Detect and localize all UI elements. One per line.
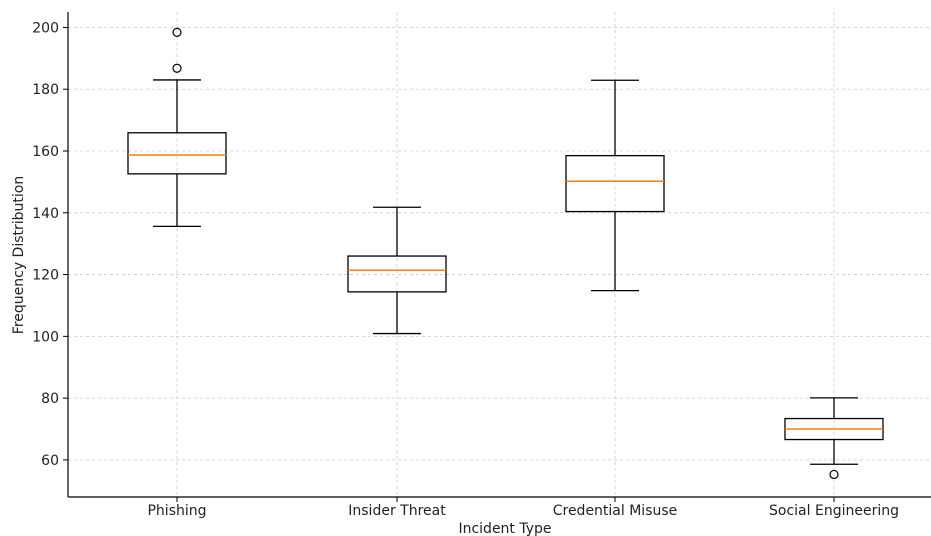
y-tick-label: 80 bbox=[41, 391, 59, 407]
box-group bbox=[347, 206, 447, 335]
outlier-point bbox=[172, 63, 182, 73]
x-tick-label: Credential Misuse bbox=[553, 503, 678, 519]
x-tick-label: Insider Threat bbox=[348, 503, 446, 519]
iqr-box bbox=[127, 132, 227, 175]
y-tick-label: 180 bbox=[32, 82, 59, 98]
axis-layer bbox=[67, 12, 931, 498]
iqr-box bbox=[347, 255, 447, 293]
y-tick-label: 200 bbox=[32, 20, 59, 36]
tick-layer: 60 80 100 120 140 160 180 200 Phishing Insider Th… bbox=[32, 20, 899, 519]
y-tick-label: 120 bbox=[32, 268, 59, 284]
box-layer bbox=[127, 27, 884, 480]
iqr-box bbox=[565, 154, 665, 213]
y-tick-label: 60 bbox=[41, 453, 59, 469]
y-tick-label: 160 bbox=[32, 144, 59, 160]
box-group bbox=[565, 79, 665, 292]
y-tick-label: 140 bbox=[32, 206, 59, 222]
x-tick-label: Social Engineering bbox=[769, 503, 899, 519]
box-group bbox=[784, 397, 884, 480]
outlier-point bbox=[829, 469, 839, 480]
x-axis-title: Incident Type bbox=[458, 521, 551, 536]
x-tick-label: Phishing bbox=[147, 503, 206, 519]
box-group bbox=[127, 27, 227, 228]
grid-layer bbox=[68, 12, 931, 497]
y-tick-label: 100 bbox=[32, 329, 59, 345]
y-axis-title: Frequency Distribution bbox=[11, 176, 27, 334]
outlier-point bbox=[172, 27, 182, 37]
